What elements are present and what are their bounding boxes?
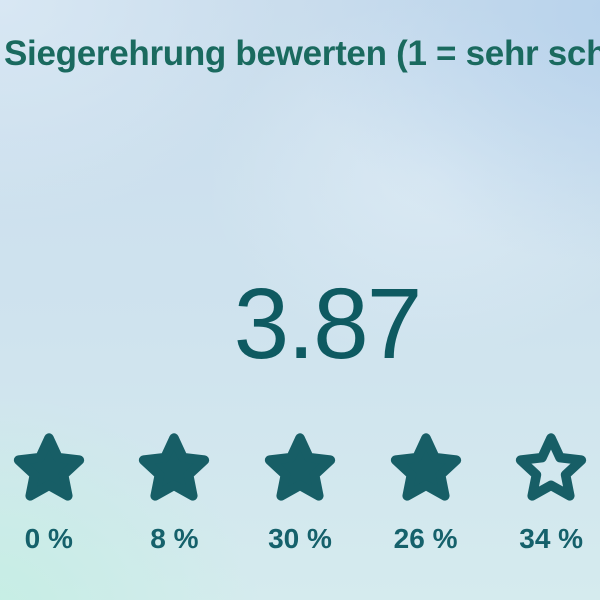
percent-label: 26 % [393, 523, 458, 554]
star-icon [264, 433, 336, 501]
percent-label: 8 % [150, 523, 199, 554]
star-icon-partial [390, 433, 461, 501]
percent-label: 30 % [268, 523, 332, 554]
rating-column-1: 0 % [0, 433, 112, 553]
star-icon [139, 433, 210, 501]
star-icon-outline [516, 433, 587, 501]
rating-column-5: 34 % [488, 433, 600, 553]
percent-label: 34 % [519, 523, 584, 554]
rating-column-2: 8 % [112, 433, 238, 553]
star-icon [13, 433, 84, 501]
percent-label: 0 % [24, 523, 73, 554]
question-title: Siegerehrung bewerten (1 = sehr schlec [4, 34, 600, 73]
stars-row: 0 % 8 % [0, 433, 600, 553]
rating-column-3: 30 % [237, 433, 363, 553]
average-score: 3.87 [233, 268, 423, 380]
rating-column-4: 26 % [363, 433, 489, 553]
